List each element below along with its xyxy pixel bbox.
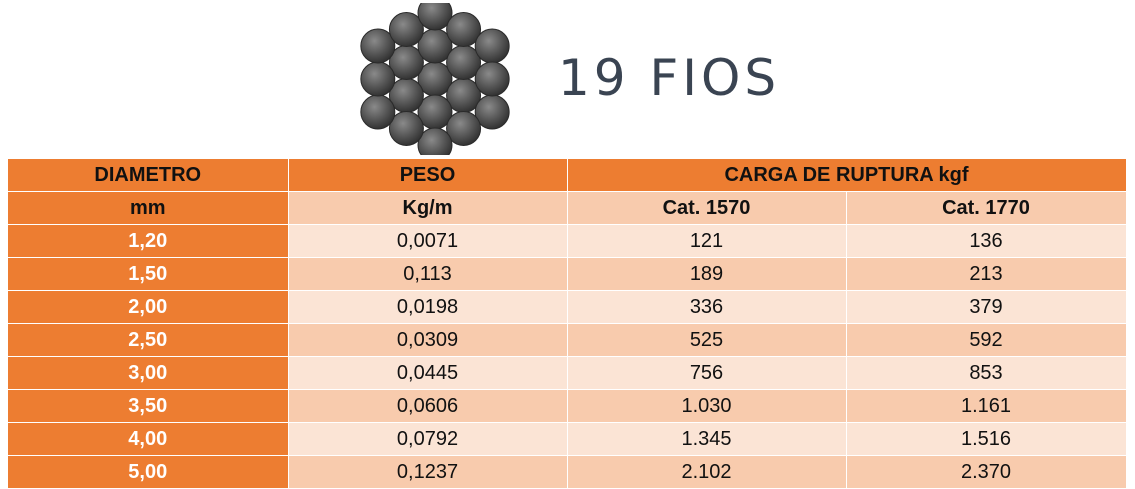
cell-cat-1770: 379 <box>846 290 1127 324</box>
page-title: 19 FIOS <box>558 49 781 107</box>
header-cat-1770: Cat. 1770 <box>846 191 1127 225</box>
cell-diametro: 3,00 <box>8 356 289 390</box>
cell-diametro: 5,00 <box>8 455 289 489</box>
table-row: 3,50 0,0606 1.030 1.161 <box>8 389 1127 423</box>
table-row: 4,00 0,0792 1.345 1.516 <box>8 422 1127 456</box>
wire-circle <box>474 28 510 64</box>
cell-cat-1770: 853 <box>846 356 1127 390</box>
wire-circle <box>388 12 424 47</box>
specs-table: DIAMETRO PESO CARGA DE RUPTURA kgf mm Kg… <box>8 159 1127 489</box>
wire-circle <box>417 3 453 31</box>
table-row: 3,00 0,0445 756 853 <box>8 356 1127 390</box>
cell-peso: 0,0606 <box>288 389 568 423</box>
cell-diametro: 4,00 <box>8 422 289 456</box>
strand-icon <box>360 3 510 155</box>
cell-cat-1770: 2.370 <box>846 455 1127 489</box>
header-carga-ruptura: CARGA DE RUPTURA kgf <box>567 159 1127 192</box>
header-diametro: DIAMETRO <box>8 159 289 192</box>
cell-cat-1570: 1.345 <box>567 422 847 456</box>
cell-cat-1770: 1.516 <box>846 422 1127 456</box>
cell-peso: 0,0792 <box>288 422 568 456</box>
cell-cat-1770: 213 <box>846 257 1127 291</box>
cell-peso: 0,113 <box>288 257 568 291</box>
table-row: 2,00 0,0198 336 379 <box>8 290 1127 324</box>
unit-mm: mm <box>8 191 289 225</box>
cell-diametro: 3,50 <box>8 389 289 423</box>
strand-wires <box>360 3 510 155</box>
wire-circle <box>360 28 396 64</box>
cell-diametro: 1,20 <box>8 224 289 258</box>
table-unit-row: mm Kg/m Cat. 1570 Cat. 1770 <box>8 191 1127 225</box>
wire-circle <box>446 111 482 146</box>
cell-diametro: 2,00 <box>8 290 289 324</box>
cell-peso: 0,0071 <box>288 224 568 258</box>
cell-cat-1770: 592 <box>846 323 1127 357</box>
cell-cat-1770: 136 <box>846 224 1127 258</box>
table-row: 2,50 0,0309 525 592 <box>8 323 1127 357</box>
wire-circle <box>360 94 396 130</box>
cell-peso: 0,1237 <box>288 455 568 489</box>
wire-circle <box>417 127 453 155</box>
wire-circle <box>446 12 482 47</box>
table-header-row: DIAMETRO PESO CARGA DE RUPTURA kgf <box>8 159 1127 192</box>
cell-diametro: 2,50 <box>8 323 289 357</box>
cell-peso: 0,0445 <box>288 356 568 390</box>
cell-cat-1570: 525 <box>567 323 847 357</box>
table-row: 1,20 0,0071 121 136 <box>8 224 1127 258</box>
cell-cat-1570: 756 <box>567 356 847 390</box>
cell-diametro: 1,50 <box>8 257 289 291</box>
cell-cat-1570: 336 <box>567 290 847 324</box>
table-row: 1,50 0,113 189 213 <box>8 257 1127 291</box>
cell-cat-1570: 121 <box>567 224 847 258</box>
table-row: 5,00 0,1237 2.102 2.370 <box>8 455 1127 489</box>
header-peso: PESO <box>288 159 568 192</box>
cell-cat-1770: 1.161 <box>846 389 1127 423</box>
cell-cat-1570: 1.030 <box>567 389 847 423</box>
unit-kgm: Kg/m <box>288 191 568 225</box>
header: 19 FIOS <box>0 0 1135 158</box>
cell-peso: 0,0198 <box>288 290 568 324</box>
wire-circle <box>474 61 510 97</box>
cell-cat-1570: 2.102 <box>567 455 847 489</box>
header-cat-1570: Cat. 1570 <box>567 191 847 225</box>
wire-circle <box>360 61 396 97</box>
cell-cat-1570: 189 <box>567 257 847 291</box>
cell-peso: 0,0309 <box>288 323 568 357</box>
wire-circle <box>388 111 424 146</box>
